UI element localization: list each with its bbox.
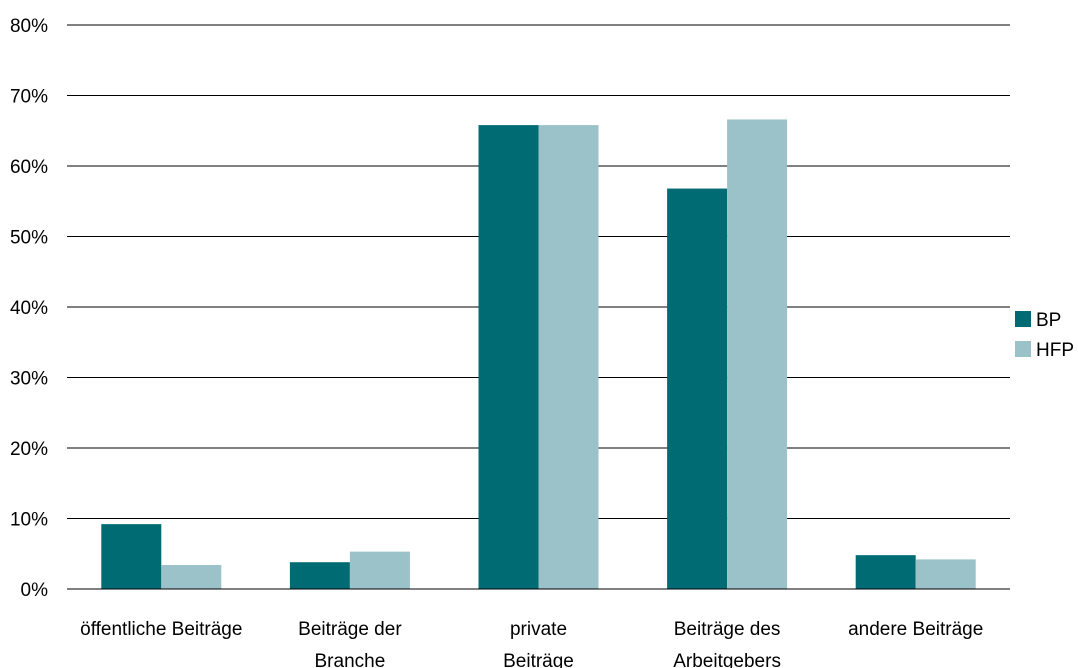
y-tick-label: 0% bbox=[21, 580, 49, 601]
legend-swatch-bp bbox=[1015, 311, 1031, 327]
bars bbox=[101, 119, 976, 590]
x-axis: öffentliche Beiträge Beiträge der Branche p… bbox=[67, 588, 1010, 668]
bar-hfp bbox=[161, 565, 222, 589]
bar-hfp bbox=[727, 119, 788, 589]
bar-bp bbox=[667, 188, 728, 589]
y-tick-label: 70% bbox=[10, 87, 48, 108]
legend-swatch-hfp bbox=[1015, 341, 1031, 357]
y-tick-label: 30% bbox=[10, 369, 48, 390]
bar-bp bbox=[855, 555, 916, 589]
y-tick-label: 10% bbox=[10, 510, 48, 531]
x-category-label: Beiträge der Branche bbox=[298, 619, 402, 668]
x-category-label: andere Beiträge bbox=[848, 619, 983, 640]
y-tick-label: 40% bbox=[10, 298, 48, 319]
bar-bp bbox=[101, 524, 162, 589]
bar-hfp bbox=[538, 125, 599, 590]
legend-label: BP bbox=[1036, 310, 1061, 331]
x-category-label: private Beiträge bbox=[503, 619, 574, 668]
bar-hfp bbox=[349, 551, 410, 589]
y-axis: 0% 10% 20% 30% 40% 50% 60% 70% 80% bbox=[10, 16, 48, 601]
bar-hfp bbox=[915, 559, 976, 589]
y-tick-label: 50% bbox=[10, 228, 48, 249]
bar-bp bbox=[478, 125, 539, 590]
y-tick-label: 80% bbox=[10, 16, 48, 37]
y-tick-label: 60% bbox=[10, 157, 48, 178]
y-tick-label: 20% bbox=[10, 439, 48, 460]
x-category-label: öffentliche Beiträge bbox=[80, 619, 242, 640]
x-category-label: Beiträge des Arbeitgebers bbox=[673, 619, 781, 668]
bar-bp bbox=[289, 562, 350, 589]
legend: BP HFP bbox=[1015, 310, 1074, 361]
legend-label: HFP bbox=[1036, 340, 1074, 361]
